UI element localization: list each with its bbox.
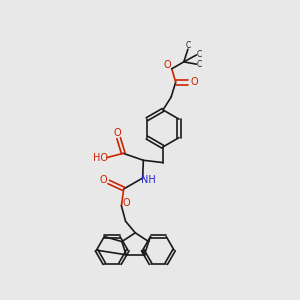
- Text: O: O: [190, 77, 198, 87]
- Text: C: C: [197, 60, 202, 69]
- Text: O: O: [164, 60, 171, 70]
- Text: C: C: [185, 41, 190, 50]
- Text: O: O: [114, 128, 121, 138]
- Text: C: C: [197, 50, 202, 59]
- Text: O: O: [100, 175, 107, 185]
- Text: NH: NH: [141, 175, 156, 185]
- Text: HO: HO: [93, 153, 108, 163]
- Text: O: O: [123, 199, 130, 208]
